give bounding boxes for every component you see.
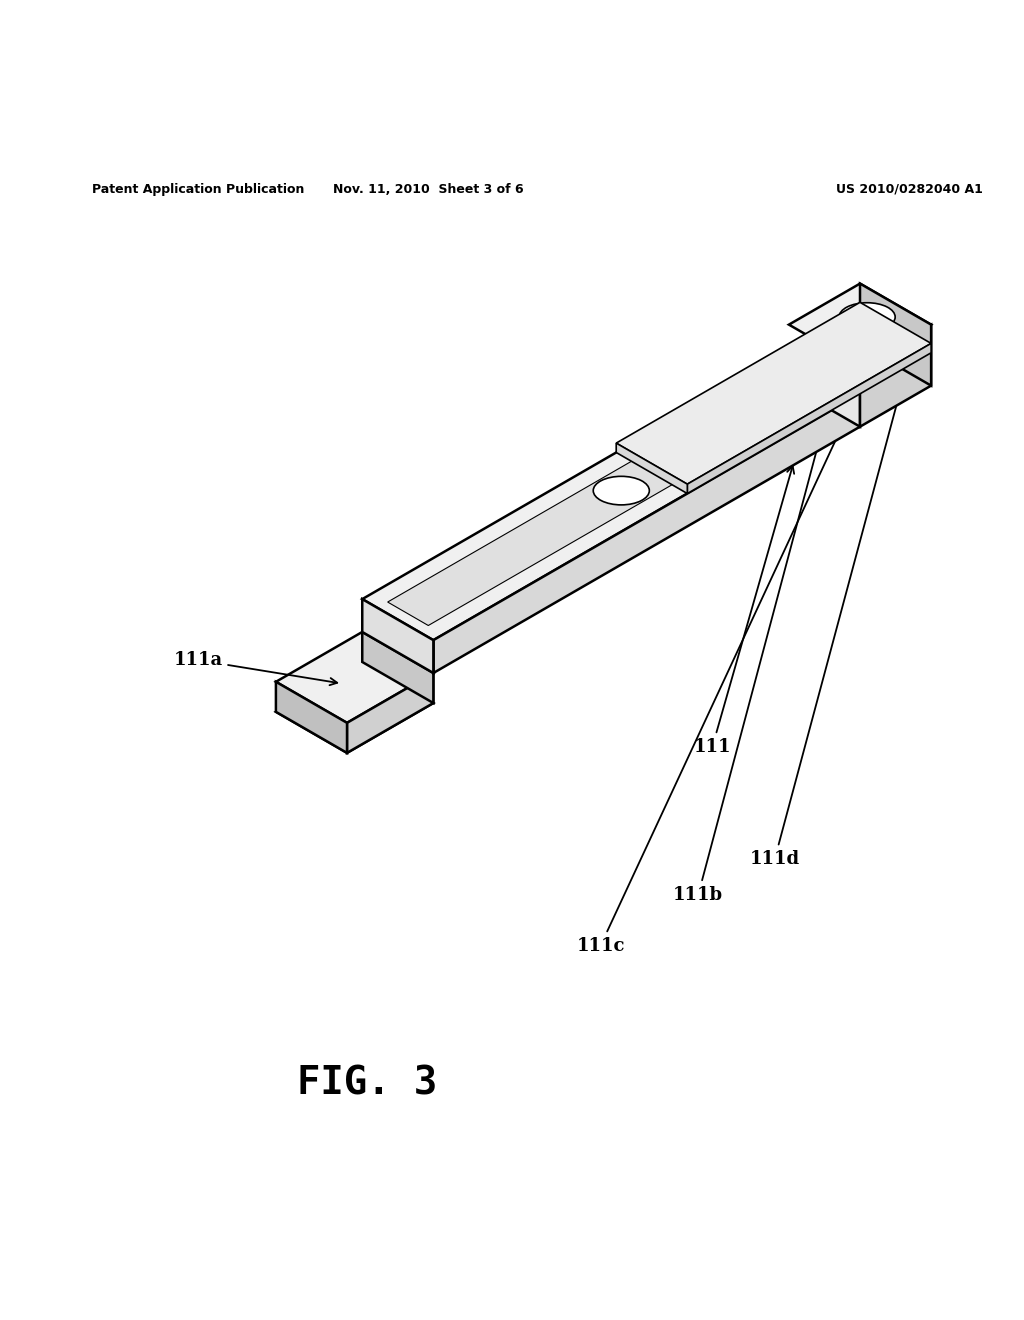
Text: 111c: 111c	[577, 359, 873, 954]
Text: 111d: 111d	[750, 345, 914, 869]
Ellipse shape	[839, 302, 895, 331]
Text: Nov. 11, 2010  Sheet 3 of 6: Nov. 11, 2010 Sheet 3 of 6	[333, 182, 523, 195]
Polygon shape	[362, 352, 860, 640]
Polygon shape	[850, 356, 891, 380]
Polygon shape	[850, 354, 865, 380]
Polygon shape	[616, 444, 687, 494]
Text: 111a: 111a	[173, 651, 337, 685]
Text: 111: 111	[693, 466, 795, 756]
Polygon shape	[362, 632, 433, 704]
Polygon shape	[433, 393, 860, 673]
Text: Patent Application Publication: Patent Application Publication	[92, 182, 304, 195]
Polygon shape	[275, 632, 433, 723]
Text: US 2010/0282040 A1: US 2010/0282040 A1	[837, 182, 983, 195]
Text: 111b: 111b	[673, 407, 829, 904]
Polygon shape	[362, 599, 433, 673]
Text: FIG. 3: FIG. 3	[297, 1064, 437, 1102]
Polygon shape	[860, 325, 931, 426]
Polygon shape	[860, 284, 931, 385]
Polygon shape	[616, 302, 931, 484]
Polygon shape	[347, 673, 433, 752]
Polygon shape	[275, 661, 433, 752]
Polygon shape	[876, 339, 891, 366]
Polygon shape	[275, 682, 347, 752]
Polygon shape	[788, 284, 931, 366]
Polygon shape	[788, 352, 860, 426]
Polygon shape	[388, 333, 896, 626]
Ellipse shape	[593, 477, 649, 504]
Polygon shape	[687, 343, 931, 494]
